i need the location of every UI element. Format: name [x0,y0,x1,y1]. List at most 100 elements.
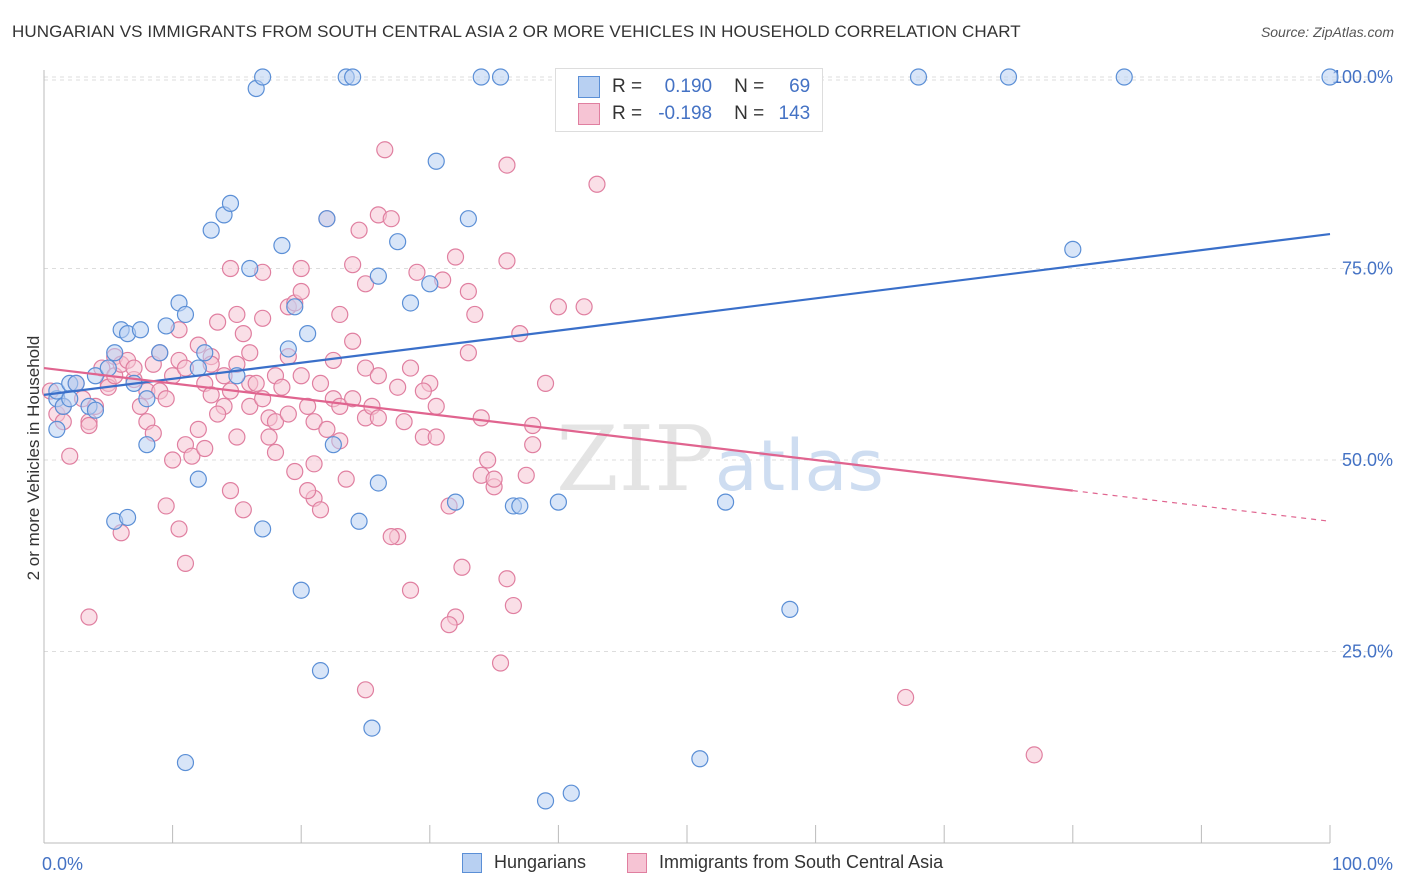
immigrant-point [401,359,420,377]
immigrant-point [382,527,400,546]
immigrant-point [356,275,375,293]
immigrants-trend-line [43,366,1073,492]
correlation-legend: R = 0.190 N = 69 R = -0.198 N = 143 [555,68,823,132]
immigrant-point [459,282,477,301]
legend-n-label: N = [734,76,765,97]
hungarian-point [562,784,580,802]
hungarian-point [189,359,207,377]
immigrant-point [897,688,915,707]
hungarian-point [286,298,304,316]
hungarian-point [131,321,150,339]
hungarian-point [138,390,156,408]
immigrant-point [164,451,182,469]
legend-n-label: N = [734,103,765,124]
legend-r-label: R = [612,76,643,97]
hungarian-point [318,210,336,228]
hungarian-point [369,267,387,285]
hungarian-point [221,194,240,212]
hungarian-point [350,512,368,530]
immigrant-point [189,420,207,438]
legend-n-value: 143 [778,103,811,124]
y-tick-label: 25.0% [1342,642,1393,662]
hungarian-point [401,294,420,312]
immigrant-point [286,462,304,481]
hungarian-point [106,344,124,362]
legend-swatch-pink [578,103,600,125]
immigrant-point [247,374,265,392]
hungarian-point [716,493,735,511]
hungarian-point [389,233,407,251]
hungarian-point [1064,240,1082,258]
immigrant-point [228,305,246,324]
watermark: ZIPatlas [556,407,884,512]
legend-r-value: -0.198 [658,103,713,124]
hungarian-point [311,662,330,680]
immigrant-point [266,413,285,431]
immigrant-point [170,520,188,538]
hungarian-point [292,581,310,599]
immigrant-point [356,681,375,699]
immigrant-point [485,470,503,488]
hungarian-point [363,719,381,737]
hungarian-point [48,420,66,438]
immigrant-point [80,608,98,626]
chart-title: HUNGARIAN VS IMMIGRANTS FROM SOUTH CENTR… [12,22,1021,41]
hungarian-point [241,259,259,278]
immigrant-point [446,248,465,266]
immigrant-point [234,325,252,343]
immigrant-point [157,390,175,408]
immigrant-point [344,256,362,274]
immigrant-point [395,413,413,431]
hungarian-point [118,508,137,527]
immigrant-point [517,466,535,484]
legend-row-immigrants: R = -0.198 N = 143 [578,101,810,127]
hungarian-point [1115,68,1133,86]
immigrant-point [401,581,420,599]
immigrant-point [588,175,606,193]
immigrant-point [80,416,98,435]
immigrant-point [524,436,542,454]
legend-swatch-pink [627,852,647,873]
hungarian-point [202,221,220,239]
hungarian-point [511,497,529,515]
hungarian-point [421,275,439,293]
hungarian-point [999,68,1018,86]
legend-swatch-blue [578,76,600,98]
immigrant-point [350,221,368,239]
immigrant-point [318,420,336,438]
legend-item-hungarians: Hungarians [462,852,586,873]
hungarian-point [254,68,272,86]
immigrant-point [427,397,445,415]
immigrant-point [254,309,272,327]
hungarian-point [86,401,105,419]
immigrant-point [311,501,330,519]
immigrant-point [344,332,362,350]
hungarian-point [781,600,799,618]
immigrant-point [209,405,227,423]
immigrant-point [157,497,175,515]
hungarian-point [472,68,490,86]
immigrant-point [491,654,510,672]
hungarian-point [324,436,342,454]
legend-r-value: 0.190 [664,76,713,97]
x-tick-label: 0.0% [42,854,83,874]
hungarian-point [196,344,214,362]
immigrant-point [266,443,285,461]
immigrant-point [498,252,516,270]
immigrant-point [504,596,522,615]
hungarian-point [536,792,555,810]
legend-swatch-blue [462,852,482,873]
hungarian-point [99,359,117,377]
immigrant-point [299,482,317,500]
hungarian-point [427,152,445,170]
immigrants-trend-line-extension [1072,490,1331,522]
hungarian-point [279,340,297,358]
immigrant-point [389,378,407,396]
immigrant-point [292,282,310,301]
immigrant-point [459,344,477,362]
immigrant-point [369,367,387,385]
immigrant-point [196,439,214,458]
legend-r-label: R = [612,103,643,124]
immigrant-point [549,298,568,316]
immigrant-point [414,382,432,400]
